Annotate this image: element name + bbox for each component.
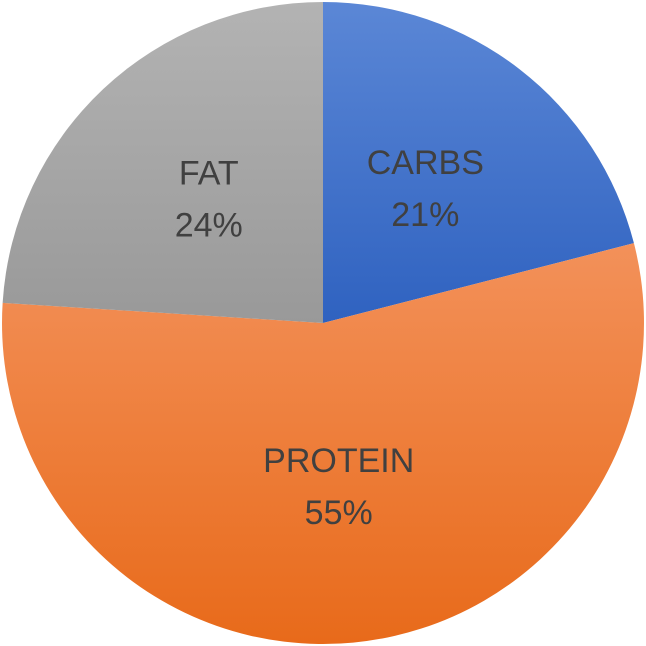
pie-labels: CARBS 21% PROTEIN 55% FAT 24% (175, 144, 484, 532)
slice-label-carbs: CARBS (367, 144, 484, 182)
pie-slice-fat (2, 1, 323, 324)
slice-percent-protein: 55% (305, 494, 373, 532)
slice-label-protein: PROTEIN (263, 442, 414, 480)
slice-percent-carbs: 21% (391, 196, 459, 234)
slice-percent-fat: 24% (175, 206, 243, 244)
slice-label-fat: FAT (179, 154, 239, 192)
pie-slice-carbs (323, 2, 634, 323)
pie-slice-protein (1, 243, 645, 645)
